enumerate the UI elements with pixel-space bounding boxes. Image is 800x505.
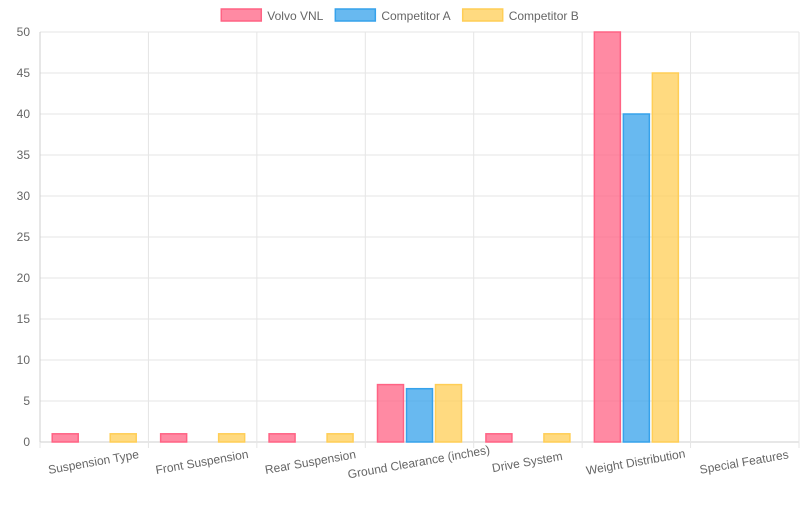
legend-item[interactable]: Competitor A	[334, 8, 451, 23]
legend-label: Competitor A	[381, 9, 450, 23]
x-tick-label: Drive System	[491, 449, 564, 475]
legend-item[interactable]: Competitor B	[461, 8, 579, 23]
y-tick-label: 20	[17, 271, 31, 285]
x-tick-label: Weight Distribution	[585, 446, 686, 477]
bar-competitor-b[interactable]	[651, 72, 680, 443]
grid-layer	[39, 31, 800, 448]
bar-volvo-vnl[interactable]	[485, 433, 513, 443]
x-tick-label: Special Features	[699, 447, 790, 476]
y-tick-label: 30	[17, 189, 31, 203]
y-tick-label: 15	[17, 312, 31, 326]
bar-competitor-b[interactable]	[326, 433, 354, 443]
bar-layer	[51, 31, 680, 443]
bar-volvo-vnl[interactable]	[268, 433, 296, 443]
legend-label: Volvo VNL	[267, 9, 323, 23]
legend-swatch	[220, 8, 263, 22]
x-tick-label: Suspension Type	[47, 447, 140, 477]
bar-volvo-vnl[interactable]	[376, 383, 405, 443]
legend-label: Competitor B	[509, 9, 579, 23]
x-tick-label: Ground Clearance (inches)	[347, 443, 491, 482]
bar-competitor-b[interactable]	[109, 433, 137, 443]
y-tick-label: 40	[17, 107, 31, 121]
y-tick-label: 25	[17, 230, 31, 244]
x-tick-label: Front Suspension	[154, 447, 249, 477]
bar-volvo-vnl[interactable]	[593, 31, 622, 443]
legend-swatch	[461, 8, 504, 22]
y-tick-label: 50	[17, 25, 31, 39]
y-tick-label: 0	[23, 435, 30, 449]
bar-competitor-a[interactable]	[622, 113, 651, 443]
y-tick-label: 35	[17, 148, 31, 162]
y-tick-label: 45	[17, 66, 31, 80]
bar-competitor-b[interactable]	[543, 433, 571, 443]
legend-item[interactable]: Volvo VNL	[220, 8, 324, 23]
bar-competitor-b[interactable]	[217, 433, 246, 443]
bar-volvo-vnl[interactable]	[51, 433, 79, 443]
legend: Volvo VNL Competitor A Competitor B	[220, 8, 579, 23]
bar-volvo-vnl[interactable]	[159, 433, 188, 443]
bar-competitor-b[interactable]	[434, 383, 463, 443]
bar-competitor-a[interactable]	[405, 387, 434, 443]
x-tick-label: Rear Suspension	[264, 447, 357, 477]
y-tick-label: 5	[23, 394, 30, 408]
y-tick-label: 10	[17, 353, 31, 367]
legend-swatch	[334, 8, 377, 22]
